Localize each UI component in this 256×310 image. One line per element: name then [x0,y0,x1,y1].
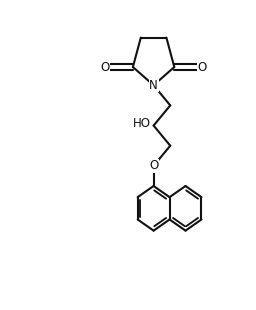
Text: O: O [101,60,110,73]
Text: O: O [149,159,158,172]
Text: HO: HO [133,117,151,131]
Text: O: O [197,60,207,73]
Text: N: N [149,79,158,92]
